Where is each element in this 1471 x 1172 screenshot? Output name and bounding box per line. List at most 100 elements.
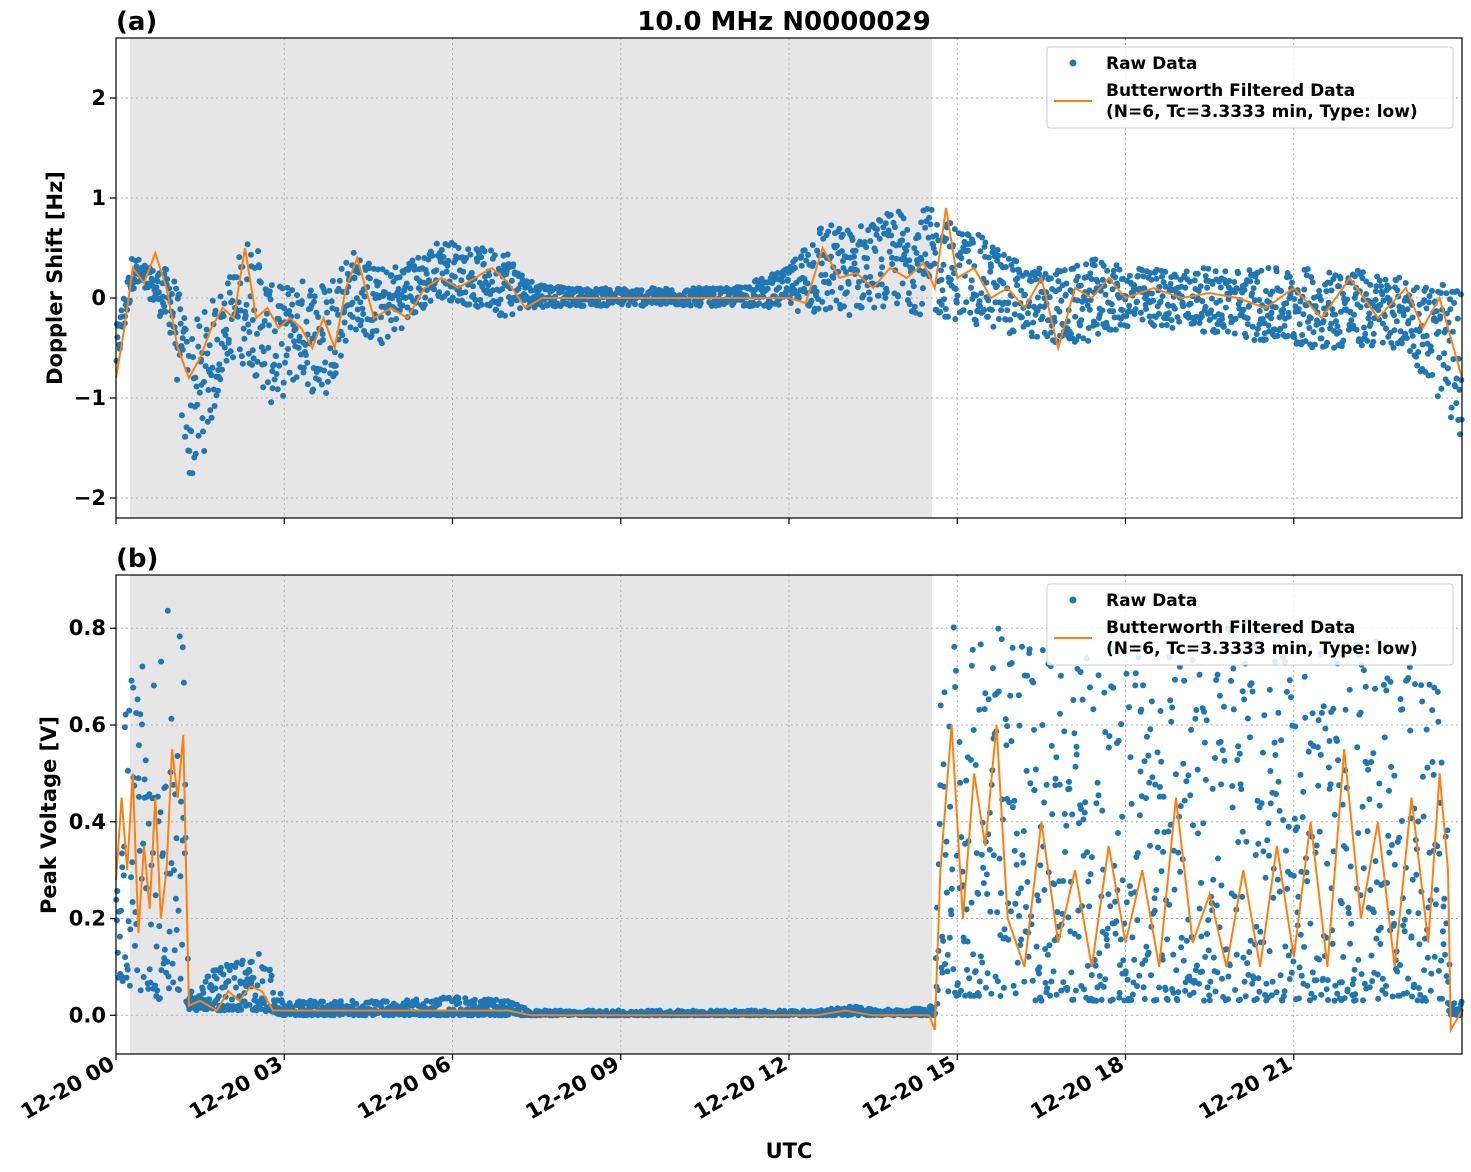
- raw-data-point: [470, 283, 476, 290]
- raw-data-point: [1165, 302, 1172, 309]
- raw-data-point: [1443, 310, 1450, 317]
- raw-data-point: [270, 989, 277, 996]
- raw-data-point: [422, 294, 429, 301]
- raw-data-point: [1099, 276, 1106, 283]
- raw-data-point: [141, 776, 148, 783]
- raw-data-point: [1140, 984, 1147, 991]
- raw-data-point: [1298, 868, 1305, 875]
- raw-data-point: [291, 338, 298, 345]
- raw-data-point: [914, 260, 921, 267]
- raw-data-point: [333, 306, 340, 313]
- raw-data-point: [168, 715, 175, 722]
- raw-data-point: [969, 295, 976, 302]
- raw-data-point: [1082, 297, 1089, 304]
- raw-data-point: [335, 311, 341, 318]
- raw-data-point: [1227, 313, 1234, 320]
- raw-data-point: [1409, 314, 1416, 321]
- raw-data-point: [140, 974, 147, 980]
- raw-data-point: [1104, 925, 1111, 932]
- raw-data-point: [1126, 883, 1133, 890]
- raw-data-point: [1431, 953, 1438, 960]
- raw-data-point: [1205, 947, 1212, 954]
- raw-data-point: [327, 345, 334, 352]
- raw-data-point: [1380, 297, 1387, 304]
- raw-data-point: [1370, 330, 1377, 337]
- raw-data-point: [463, 255, 469, 261]
- raw-data-point: [343, 259, 350, 266]
- raw-data-point: [1451, 1000, 1458, 1007]
- raw-data-point: [208, 414, 215, 421]
- raw-data-point: [1398, 818, 1405, 824]
- raw-data-point: [1324, 977, 1331, 984]
- raw-data-point: [978, 851, 985, 858]
- raw-data-point: [865, 227, 872, 234]
- raw-data-point: [1202, 273, 1209, 279]
- raw-data-point: [1339, 801, 1346, 808]
- raw-data-point: [1348, 317, 1355, 324]
- raw-data-point: [332, 362, 339, 369]
- raw-data-point: [1013, 258, 1020, 265]
- raw-data-point: [942, 851, 949, 858]
- raw-data-point: [472, 296, 479, 303]
- raw-data-point: [1428, 970, 1435, 977]
- raw-data-point: [1034, 333, 1041, 340]
- raw-data-point: [292, 325, 299, 332]
- raw-data-point: [1323, 986, 1330, 993]
- raw-data-point: [1255, 975, 1262, 982]
- raw-data-point: [1193, 707, 1200, 713]
- raw-data-point: [1366, 984, 1373, 991]
- raw-data-point: [1268, 309, 1275, 316]
- raw-data-point: [855, 279, 862, 285]
- raw-data-point: [1324, 860, 1331, 867]
- raw-data-point: [120, 872, 127, 879]
- raw-data-point: [1002, 716, 1009, 723]
- raw-data-point: [1244, 715, 1251, 722]
- raw-data-point: [1219, 975, 1225, 982]
- raw-data-point: [822, 271, 829, 278]
- raw-data-point: [234, 313, 241, 320]
- raw-data-point: [1323, 288, 1330, 295]
- raw-data-point: [1397, 696, 1404, 702]
- raw-data-point: [176, 633, 183, 640]
- raw-data-point: [1156, 984, 1163, 991]
- raw-data-point: [1094, 278, 1101, 285]
- raw-data-point: [1134, 917, 1141, 924]
- raw-data-point: [1087, 871, 1094, 878]
- raw-data-point: [1148, 972, 1154, 979]
- raw-data-point: [782, 290, 789, 297]
- raw-data-point: [994, 246, 1001, 253]
- raw-data-point: [927, 221, 934, 228]
- raw-data-point: [1325, 764, 1332, 771]
- raw-data-point: [339, 332, 346, 339]
- raw-data-point: [1230, 665, 1237, 672]
- raw-data-point: [944, 968, 951, 975]
- raw-data-point: [1068, 969, 1075, 976]
- raw-data-point: [1021, 978, 1028, 985]
- raw-data-point: [311, 298, 317, 305]
- raw-data-point: [1153, 887, 1160, 893]
- raw-data-point: [1219, 747, 1226, 754]
- raw-data-point: [1404, 990, 1410, 996]
- raw-data-point: [502, 312, 508, 319]
- raw-data-point: [438, 246, 445, 253]
- raw-data-point: [1027, 780, 1034, 787]
- raw-data-point: [1105, 744, 1112, 751]
- raw-data-point: [1139, 316, 1146, 323]
- raw-data-point: [158, 967, 165, 974]
- raw-data-point: [283, 352, 290, 359]
- raw-data-point: [1062, 291, 1069, 298]
- raw-data-point: [1052, 775, 1059, 782]
- y-tick-label: 0: [91, 286, 106, 310]
- raw-data-point: [1004, 307, 1011, 314]
- raw-data-point: [982, 984, 989, 991]
- raw-data-point: [1266, 686, 1273, 693]
- raw-data-point: [228, 996, 235, 1003]
- raw-data-point: [976, 706, 983, 713]
- raw-data-point: [470, 292, 477, 298]
- raw-data-point: [1453, 375, 1460, 382]
- raw-data-point: [1372, 685, 1378, 692]
- raw-data-point: [1086, 287, 1093, 294]
- raw-data-point: [1409, 332, 1416, 339]
- raw-data-point: [1018, 287, 1025, 294]
- raw-data-point: [1437, 290, 1444, 296]
